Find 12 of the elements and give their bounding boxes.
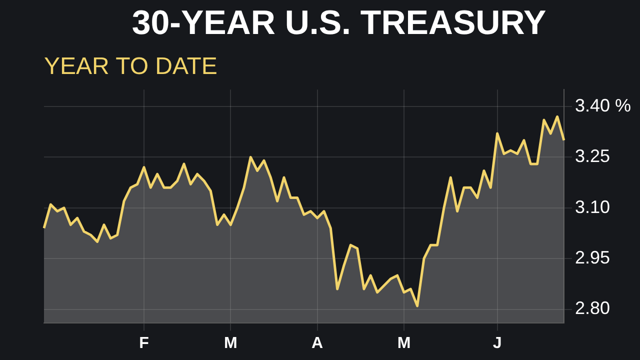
y-tick-label: 3.40 % xyxy=(574,95,632,116)
chart-title: 30-YEAR U.S. TREASURY xyxy=(132,4,547,42)
x-tick-label: F xyxy=(139,334,150,352)
chart-subtitle: YEAR TO DATE xyxy=(44,52,218,80)
x-tick-label: M xyxy=(397,334,411,352)
y-tick-label: 2.95 xyxy=(574,248,610,268)
x-tick-label: A xyxy=(312,334,324,352)
x-tick-label: M xyxy=(224,334,238,352)
y-tick-label: 3.10 xyxy=(574,196,610,217)
x-tick-label: J xyxy=(492,334,502,352)
y-tick-label: 3.25 xyxy=(574,146,610,166)
y-tick-label: 2.80 xyxy=(574,298,610,318)
